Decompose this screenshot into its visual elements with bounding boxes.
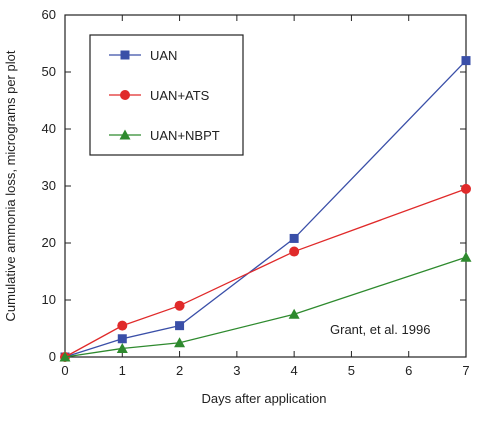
data-point-uan-nbpt: [116, 342, 128, 353]
data-point-uan: [117, 334, 127, 344]
source-annotation: Grant, et al. 1996: [330, 322, 430, 337]
data-point-uan: [175, 321, 185, 331]
x-tick-label: 3: [233, 363, 240, 378]
data-point-uan-ats: [174, 300, 185, 311]
x-tick-label: 4: [291, 363, 298, 378]
legend-label-uan-nbpt: UAN+NBPT: [150, 128, 220, 143]
legend: UAN UAN+ATS UAN+NBPT: [89, 34, 244, 156]
y-tick-label: 10: [42, 292, 56, 307]
x-tick-label: 7: [462, 363, 469, 378]
series-lines: [59, 56, 472, 362]
data-point-uan-nbpt: [174, 337, 186, 348]
x-tick-label: 5: [348, 363, 355, 378]
x-tick-label: 1: [119, 363, 126, 378]
data-point-uan: [461, 56, 471, 66]
x-tick-label: 2: [176, 363, 183, 378]
data-point-uan-nbpt: [288, 308, 300, 319]
y-axis-title: Cumulative ammonia loss, micrograms per …: [3, 50, 18, 321]
x-tick-label: 6: [405, 363, 412, 378]
y-tick-label: 0: [49, 349, 56, 364]
data-point-uan-ats: [461, 183, 471, 194]
y-tick-label: 40: [42, 121, 56, 136]
y-tick-label: 20: [42, 235, 56, 250]
x-axis-title: Days after application: [201, 391, 326, 406]
legend-marker-uan-nbpt: [119, 129, 131, 140]
legend-marker-uan: [120, 50, 130, 60]
data-point-uan-ats: [117, 320, 128, 331]
y-tick-label: 60: [42, 7, 56, 22]
legend-marker-uan-ats: [120, 90, 130, 100]
data-point-uan-ats: [289, 246, 300, 257]
data-point-uan: [289, 233, 299, 243]
data-point-uan-nbpt: [59, 351, 71, 362]
series-uan-nbpt: [59, 251, 472, 362]
x-tick-label: 0: [61, 363, 68, 378]
y-tick-label: 50: [42, 64, 56, 79]
data-point-uan-nbpt: [460, 251, 472, 262]
y-tick-label: 30: [42, 178, 56, 193]
legend-label-uan-ats: UAN+ATS: [150, 88, 210, 103]
legend-label-uan: UAN: [150, 48, 177, 63]
